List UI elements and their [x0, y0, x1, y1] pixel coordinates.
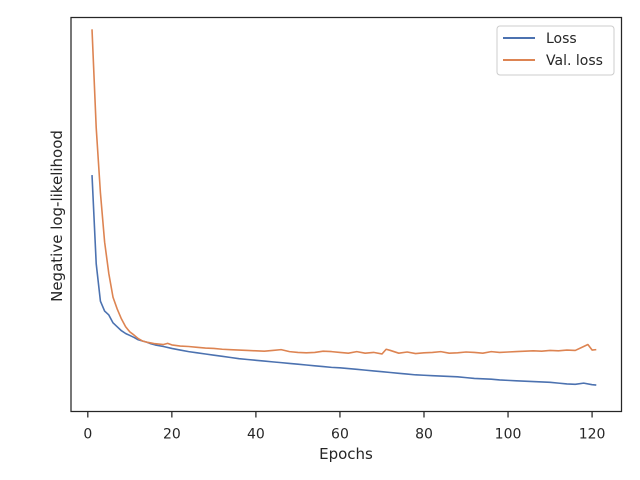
- x-tick-label: 20: [163, 427, 181, 443]
- x-tick-label: 80: [415, 427, 433, 443]
- legend-label-val-loss: Val. loss: [546, 53, 603, 69]
- series-line-val-loss: [91, 29, 597, 355]
- x-tick-label: 0: [83, 427, 92, 443]
- x-tick-label: 40: [247, 427, 265, 443]
- x-tick-label: 100: [495, 427, 522, 443]
- series-line-loss: [91, 175, 597, 386]
- y-axis-label: Negative log-likelihood: [48, 130, 66, 302]
- axes-frame: [70, 16, 623, 413]
- plot-area: [70, 16, 623, 413]
- legend-label-loss: Loss: [546, 31, 577, 47]
- x-axis: 0 20 40 60 80 100 120: [83, 411, 606, 443]
- series-lines: [91, 29, 597, 386]
- x-tick-label: 60: [331, 427, 349, 443]
- x-axis-label: Epochs: [319, 445, 373, 463]
- legend: Loss Val. loss: [496, 25, 615, 76]
- x-tick-label: 120: [579, 427, 606, 443]
